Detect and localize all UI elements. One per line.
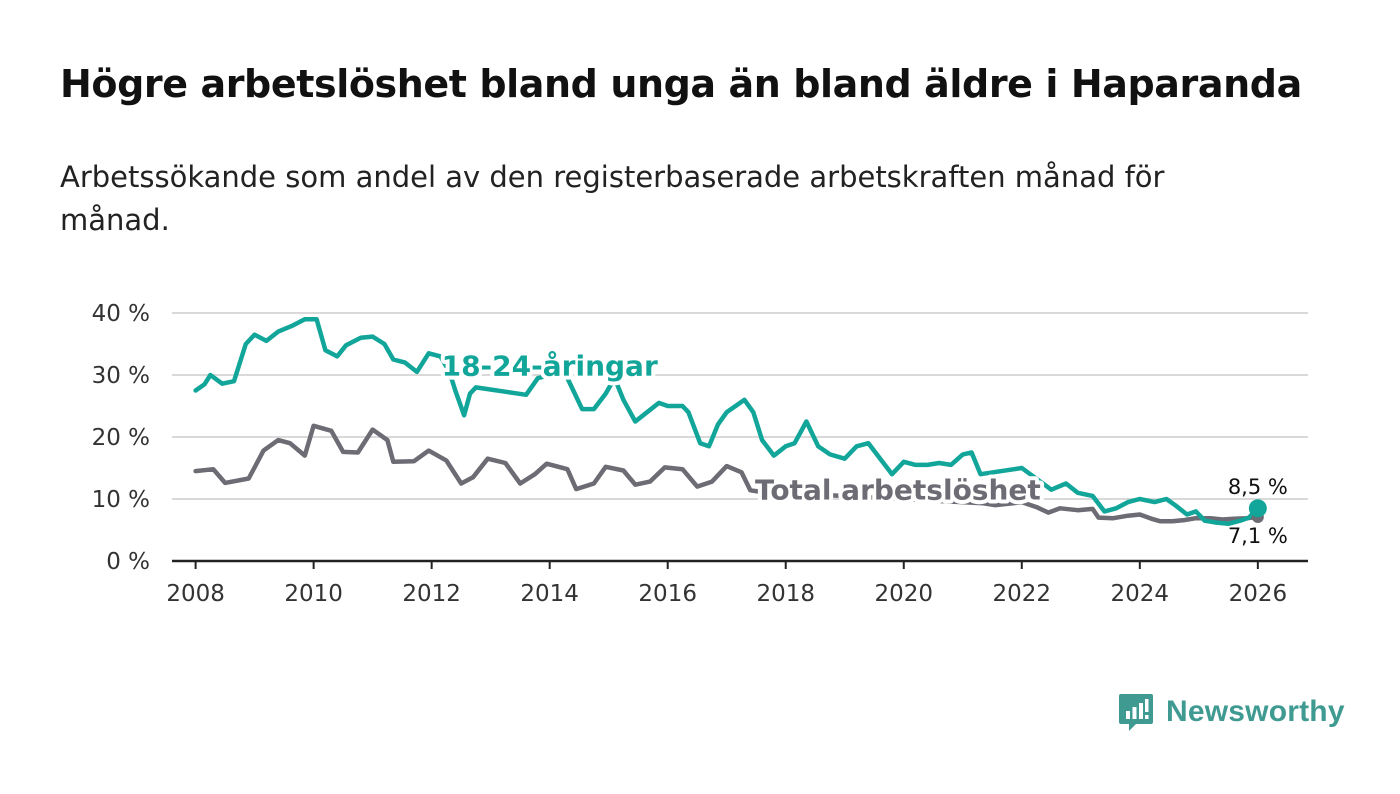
x-tick-label: 2014 <box>520 581 579 607</box>
x-tick-label: 2024 <box>1111 581 1170 607</box>
grid-lines <box>172 312 1308 563</box>
y-tick-label: 0 % <box>106 549 150 575</box>
y-axis-ticks: 0 % 10 % 20 % 30 % 40 % <box>92 301 150 575</box>
x-tick-label: 2026 <box>1229 581 1288 607</box>
end-value-label-unga: 8,5 % <box>1228 475 1288 499</box>
unga-end-point <box>1248 499 1267 518</box>
x-tick-label: 2010 <box>284 581 343 607</box>
chart-subtitle: Arbetssökande som andel av den registerb… <box>60 160 1165 237</box>
y-tick-label: 10 % <box>92 487 150 513</box>
newsworthy-logo-icon <box>1119 694 1153 731</box>
y-tick-label: 40 % <box>92 301 150 327</box>
x-tick-label: 2018 <box>756 581 815 607</box>
x-tick-label: 2022 <box>993 581 1052 607</box>
x-tick-label: 2008 <box>166 581 225 607</box>
unga-18-24-line <box>193 316 1261 527</box>
series-label-total: Total arbetslöshet <box>755 474 1041 507</box>
end-value-label-total: 7,1 % <box>1228 524 1288 548</box>
brand-name: Newsworthy <box>1166 695 1345 728</box>
total-arbetsloshet-line <box>193 423 1261 524</box>
y-tick-label: 30 % <box>92 363 150 389</box>
newsworthy-brand: Newsworthy <box>1118 690 1345 734</box>
x-tick-label: 2020 <box>874 581 933 607</box>
x-tick-label: 2012 <box>402 581 461 607</box>
x-tick-label: 2016 <box>638 581 697 607</box>
series-label-unga: 18-24-åringar <box>442 350 658 383</box>
chart-title: Högre arbetslöshet bland unga än bland ä… <box>60 62 1302 106</box>
series-labels: 18-24-åringar Total arbetslöshet 8,5 % 7,1 … <box>438 346 1288 548</box>
x-axis-ticks: 2008 2010 2012 2014 2016 2018 2020 2022 2024 2026 <box>166 561 1287 607</box>
series-lines <box>193 316 1267 527</box>
y-tick-label: 20 % <box>92 425 150 451</box>
